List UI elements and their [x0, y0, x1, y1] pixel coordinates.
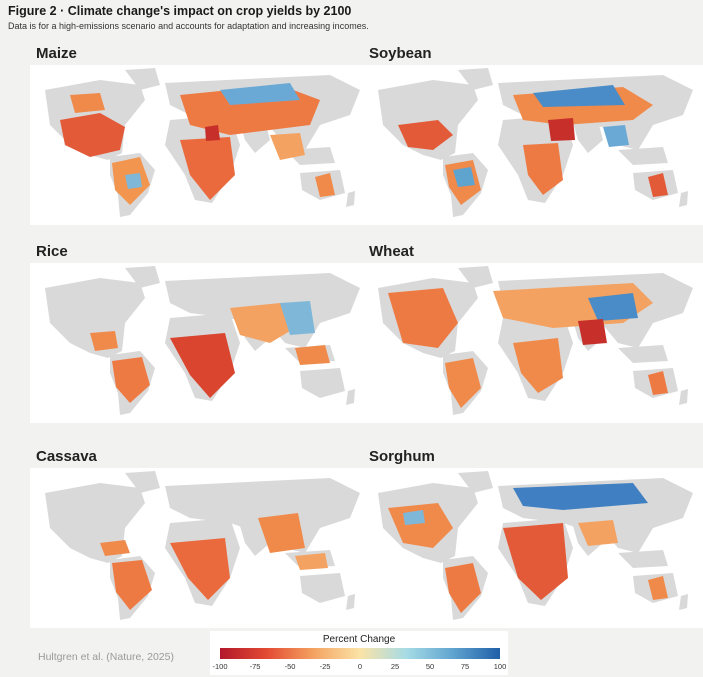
- map-soybean: [363, 65, 703, 225]
- legend-tick-label: -25: [319, 662, 331, 671]
- legend-tick-label: 25: [390, 662, 400, 671]
- yield-overlay-soybean: [398, 85, 668, 205]
- yield-overlay-wheat: [388, 283, 668, 408]
- yield-overlay-cassava: [100, 513, 328, 610]
- panel-rice: Rice: [30, 243, 382, 443]
- panel-label-soybean: Soybean: [369, 45, 432, 62]
- legend-title: Percent Change: [322, 634, 396, 645]
- panel-label-maize: Maize: [36, 45, 77, 62]
- world-map-sorghum: [378, 471, 693, 620]
- map-sorghum: [363, 468, 703, 628]
- panel-cassava: Cassava: [30, 448, 382, 648]
- world-map-rice: [45, 266, 360, 415]
- panel-maize: Maize: [30, 45, 382, 245]
- yield-overlay-rice: [90, 301, 330, 403]
- yield-overlay-sorghum: [388, 483, 668, 613]
- world-map-soybean: [378, 68, 693, 217]
- yield-overlay-maize: [60, 83, 335, 205]
- world-map-cassava: [45, 471, 360, 620]
- legend-gradient-bar: [220, 648, 500, 659]
- panel-soybean: Soybean: [363, 45, 703, 245]
- map-rice: [30, 263, 376, 423]
- world-map-wheat: [378, 266, 693, 415]
- figure-subtitle: Data is for a high-emissions scenario an…: [8, 21, 369, 31]
- map-wheat: [363, 263, 703, 423]
- legend-tick-label: -100: [212, 662, 228, 671]
- panel-label-wheat: Wheat: [369, 243, 414, 260]
- legend-tick-label: 0: [357, 662, 363, 671]
- color-legend: Percent Change -100 -75 -50 -25 0 25 50 75 100: [210, 631, 508, 675]
- panel-wheat: Wheat: [363, 243, 703, 443]
- panel-sorghum: Sorghum: [363, 448, 703, 648]
- panel-label-rice: Rice: [36, 243, 68, 260]
- panel-label-cassava: Cassava: [36, 448, 97, 465]
- legend-tick-label: -75: [249, 662, 261, 671]
- legend-tick-label: 75: [460, 662, 470, 671]
- legend-tick-label: -50: [284, 662, 296, 671]
- figure-title: Figure 2 · Climate change's impact on cr…: [8, 4, 352, 18]
- panel-label-sorghum: Sorghum: [369, 448, 435, 465]
- map-maize: [30, 65, 376, 225]
- legend-tick-label: 50: [425, 662, 435, 671]
- legend-tick-label: 100: [493, 662, 507, 671]
- source-credit: Hultgren et al. (Nature, 2025): [38, 651, 174, 663]
- map-cassava: [30, 468, 376, 628]
- world-map-maize: [45, 68, 360, 217]
